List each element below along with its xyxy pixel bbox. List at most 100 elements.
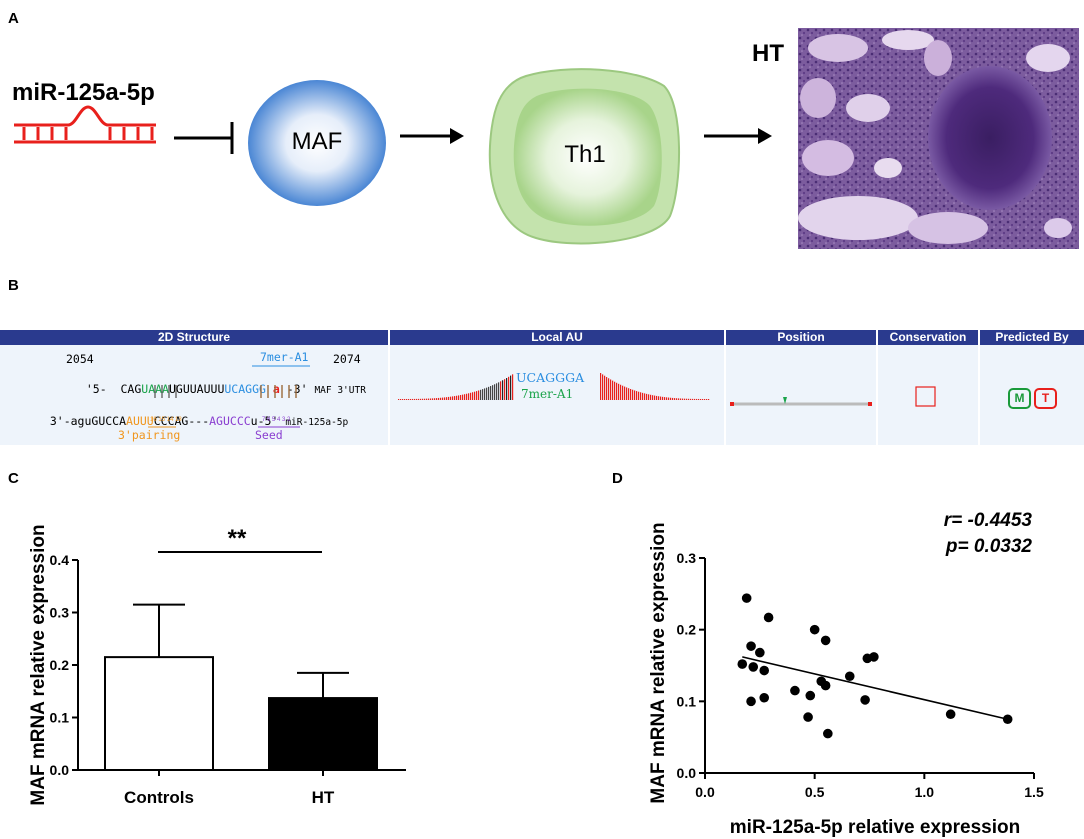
au-bar bbox=[688, 398, 690, 400]
au-bar bbox=[682, 398, 684, 400]
header-local-au: Local AU bbox=[390, 330, 724, 345]
au-bar bbox=[706, 398, 708, 400]
au-bar bbox=[474, 391, 476, 400]
data-point bbox=[869, 652, 879, 662]
au-bar bbox=[602, 374, 604, 400]
au-bar bbox=[454, 396, 456, 400]
au-bar bbox=[500, 381, 502, 400]
x-tick-label: Controls bbox=[124, 788, 194, 807]
au-bar bbox=[696, 398, 698, 400]
mirna-hairpin-diagram bbox=[14, 105, 156, 144]
y-tick-label: 0.4 bbox=[50, 552, 70, 568]
panel-label-d: D bbox=[612, 470, 623, 487]
au-bar bbox=[658, 396, 660, 400]
au-bar bbox=[680, 398, 682, 400]
au-bar bbox=[620, 384, 622, 400]
au-bar bbox=[632, 389, 634, 400]
local-au-type: 7mer-A1 bbox=[521, 387, 574, 401]
au-bar bbox=[418, 398, 420, 400]
au-bar bbox=[398, 399, 400, 400]
au-bar bbox=[488, 386, 490, 400]
au-bar bbox=[432, 398, 434, 400]
au-bar bbox=[502, 380, 504, 400]
au-bar bbox=[654, 395, 656, 400]
au-bar bbox=[422, 398, 424, 400]
au-bar bbox=[614, 381, 616, 400]
au-bar bbox=[406, 398, 408, 400]
mir-purple: AGUCCC bbox=[209, 414, 251, 428]
au-bar bbox=[660, 396, 662, 400]
predictor-miranda-badge: M bbox=[1008, 388, 1031, 409]
au-bar bbox=[628, 388, 630, 400]
ht-histology-image bbox=[798, 28, 1079, 249]
data-point bbox=[844, 671, 855, 682]
au-bar bbox=[476, 391, 478, 400]
data-point bbox=[1002, 714, 1013, 725]
au-bar bbox=[408, 398, 410, 400]
position-end: 2074 bbox=[333, 352, 361, 366]
au-bar bbox=[668, 397, 670, 400]
au-bar bbox=[490, 386, 492, 400]
au-bar bbox=[624, 386, 626, 400]
au-bar bbox=[676, 398, 678, 400]
header-predicted-by: Predicted By bbox=[980, 330, 1084, 345]
data-point bbox=[860, 695, 870, 705]
au-bar bbox=[634, 390, 636, 400]
au-bar bbox=[644, 393, 646, 400]
au-bar bbox=[702, 398, 704, 400]
au-bar bbox=[496, 383, 498, 400]
au-bar bbox=[482, 389, 484, 400]
utr-prime-end: -3' bbox=[286, 382, 308, 396]
au-bar bbox=[504, 379, 506, 400]
data-point bbox=[759, 692, 770, 703]
au-bar bbox=[622, 385, 624, 400]
au-bar bbox=[700, 398, 702, 400]
au-bar bbox=[492, 385, 494, 400]
bar bbox=[104, 656, 214, 771]
mir-label: miR-125a-5p bbox=[285, 417, 349, 428]
th1-label: Th1 bbox=[564, 141, 606, 168]
data-point bbox=[790, 685, 800, 696]
au-bar bbox=[600, 373, 602, 400]
cell-2d-structure bbox=[0, 345, 388, 445]
au-bar bbox=[400, 398, 402, 400]
data-point bbox=[741, 593, 752, 603]
au-bar bbox=[652, 395, 654, 400]
cell-conservation bbox=[878, 345, 978, 445]
header-2d-structure: 2D Structure bbox=[0, 330, 388, 345]
au-bar bbox=[498, 382, 500, 400]
au-bar bbox=[626, 387, 628, 400]
data-point bbox=[748, 662, 759, 672]
predictor-targetscan-badge: T bbox=[1034, 388, 1057, 409]
au-bar bbox=[446, 397, 448, 400]
au-bar bbox=[640, 392, 642, 400]
au-bar bbox=[646, 393, 648, 400]
au-bar bbox=[460, 395, 462, 400]
au-bar bbox=[480, 389, 482, 400]
au-bar bbox=[604, 375, 606, 400]
mir-prefix: 3'-aguGUCCA bbox=[49, 414, 127, 428]
x-tick-label: 0.5 bbox=[805, 784, 825, 800]
y-axis-label: MAF mRNA relative expression bbox=[28, 524, 49, 805]
correlation-r: r= -0.4453 bbox=[944, 510, 1033, 531]
au-bar bbox=[440, 397, 442, 400]
y-tick-label: 0.0 bbox=[50, 762, 70, 778]
au-bar bbox=[472, 392, 474, 400]
y-tick-label: 0.2 bbox=[50, 657, 70, 673]
au-bar bbox=[434, 398, 436, 400]
inhibition-arrow bbox=[174, 122, 234, 154]
mirna-label: miR-125a-5p bbox=[12, 79, 155, 106]
au-bar bbox=[642, 392, 644, 400]
local-au-site: UCAGGGA bbox=[516, 370, 585, 385]
mir-orange: AUUU bbox=[126, 414, 154, 428]
pairing-numbers: 16 15 14 13 bbox=[150, 417, 182, 423]
au-bar bbox=[450, 396, 452, 400]
au-bar bbox=[436, 398, 438, 400]
correlation-p: p= 0.0332 bbox=[945, 536, 1033, 557]
x-tick-label: HT bbox=[312, 788, 335, 807]
au-bar bbox=[466, 393, 468, 400]
au-bar bbox=[692, 398, 694, 400]
x-axis-label: miR-125a-5p relative expression bbox=[730, 817, 1020, 838]
au-bar bbox=[456, 395, 458, 400]
au-bar bbox=[458, 395, 460, 400]
